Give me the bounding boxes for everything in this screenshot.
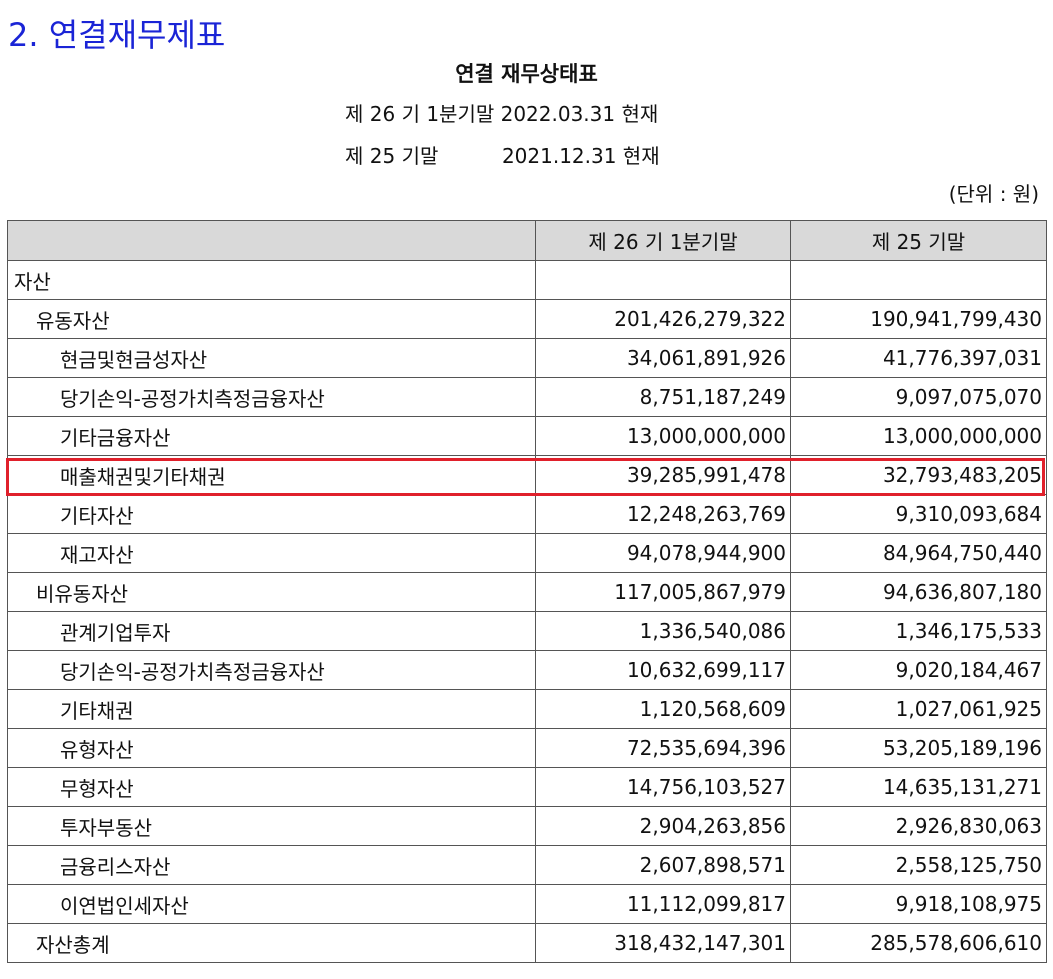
account-label: 재고자산	[7, 533, 536, 573]
current-period-value: 94,078,944,900	[535, 533, 791, 573]
current-period-value	[535, 260, 791, 300]
prior-period-value: 84,964,750,440	[790, 533, 1047, 573]
account-label: 이연법인세자산	[7, 884, 536, 924]
current-period-value: 14,756,103,527	[535, 767, 791, 807]
account-label: 당기손익-공정가치측정금융자산	[7, 377, 536, 417]
prior-period-value: 9,097,075,070	[790, 377, 1047, 417]
account-label: 기타자산	[7, 494, 536, 534]
current-period-value: 117,005,867,979	[535, 572, 791, 612]
period-prior-line: 제 25 기말 2021.12.31 현재	[345, 144, 660, 168]
account-label: 자산총계	[7, 923, 536, 963]
account-label: 비유동자산	[7, 572, 536, 612]
account-label: 매출채권및기타채권	[7, 455, 536, 495]
account-label: 자산	[7, 260, 536, 300]
table-row: 무형자산 14,756,103,527 14,635,131,271	[7, 767, 1047, 807]
table-row: 기타채권 1,120,568,609 1,027,061,925	[7, 689, 1047, 729]
current-period-value: 2,607,898,571	[535, 845, 791, 885]
table-row: 매출채권및기타채권 39,285,991,478 32,793,483,205	[7, 455, 1047, 495]
header-prior-period: 제 25 기말	[790, 220, 1047, 261]
account-label: 현금및현금성자산	[7, 338, 536, 378]
table-row: 자산	[7, 260, 1047, 300]
table-row: 유형자산 72,535,694,396 53,205,189,196	[7, 728, 1047, 768]
table-row: 기타금융자산 13,000,000,000 13,000,000,000	[7, 416, 1047, 456]
account-label: 유동자산	[7, 299, 536, 339]
current-period-value: 1,336,540,086	[535, 611, 791, 651]
current-period-value: 1,120,568,609	[535, 689, 791, 729]
table-row: 기타자산 12,248,263,769 9,310,093,684	[7, 494, 1047, 534]
current-period-value: 12,248,263,769	[535, 494, 791, 534]
prior-period-value: 94,636,807,180	[790, 572, 1047, 612]
table-row: 재고자산 94,078,944,900 84,964,750,440	[7, 533, 1047, 573]
account-label: 기타금융자산	[7, 416, 536, 456]
header-account	[7, 220, 536, 261]
prior-period-value: 14,635,131,271	[790, 767, 1047, 807]
prior-period-value: 1,027,061,925	[790, 689, 1047, 729]
table-row: 금융리스자산 2,607,898,571 2,558,125,750	[7, 845, 1047, 885]
prior-period-value: 2,558,125,750	[790, 845, 1047, 885]
current-period-value: 11,112,099,817	[535, 884, 791, 924]
current-period-value: 10,632,699,117	[535, 650, 791, 690]
table-row: 투자부동산 2,904,263,856 2,926,830,063	[7, 806, 1047, 846]
prior-period-value: 190,941,799,430	[790, 299, 1047, 339]
statement-title: 연결 재무상태표	[455, 62, 598, 86]
header-current-period: 제 26 기 1분기말	[535, 220, 791, 261]
unit-label: (단위 : 원)	[948, 182, 1039, 206]
prior-period-value: 9,310,093,684	[790, 494, 1047, 534]
account-label: 투자부동산	[7, 806, 536, 846]
current-period-value: 39,285,991,478	[535, 455, 791, 495]
table-body: 자산 유동자산 201,426,279,322 190,941,799,430 현금및현…	[7, 260, 1047, 963]
prior-period-value: 32,793,483,205	[790, 455, 1047, 495]
account-label: 관계기업투자	[7, 611, 536, 651]
table-row: 자산총계 318,432,147,301 285,578,606,610	[7, 923, 1047, 963]
account-label: 기타채권	[7, 689, 536, 729]
prior-period-value: 9,020,184,467	[790, 650, 1047, 690]
prior-period-value: 53,205,189,196	[790, 728, 1047, 768]
prior-period-value: 285,578,606,610	[790, 923, 1047, 963]
prior-period-value: 9,918,108,975	[790, 884, 1047, 924]
current-period-value: 8,751,187,249	[535, 377, 791, 417]
current-period-value: 318,432,147,301	[535, 923, 791, 963]
current-period-value: 72,535,694,396	[535, 728, 791, 768]
account-label: 유형자산	[7, 728, 536, 768]
period-current-line: 제 26 기 1분기말 2022.03.31 현재	[345, 102, 659, 126]
table-header-row: 제 26 기 1분기말 제 25 기말	[7, 220, 1047, 261]
current-period-value: 2,904,263,856	[535, 806, 791, 846]
account-label: 당기손익-공정가치측정금융자산	[7, 650, 536, 690]
prior-period-value: 2,926,830,063	[790, 806, 1047, 846]
account-label: 무형자산	[7, 767, 536, 807]
prior-period-value: 13,000,000,000	[790, 416, 1047, 456]
section-title: 2. 연결재무제표	[8, 16, 226, 54]
table-row: 이연법인세자산 11,112,099,817 9,918,108,975	[7, 884, 1047, 924]
prior-period-value: 41,776,397,031	[790, 338, 1047, 378]
table-row: 당기손익-공정가치측정금융자산 8,751,187,249 9,097,075,07…	[7, 377, 1047, 417]
table-row: 비유동자산 117,005,867,979 94,636,807,180	[7, 572, 1047, 612]
current-period-value: 201,426,279,322	[535, 299, 791, 339]
current-period-value: 13,000,000,000	[535, 416, 791, 456]
account-label: 금융리스자산	[7, 845, 536, 885]
table-row: 현금및현금성자산 34,061,891,926 41,776,397,031	[7, 338, 1047, 378]
prior-period-value	[790, 260, 1047, 300]
table-row: 관계기업투자 1,336,540,086 1,346,175,533	[7, 611, 1047, 651]
table-row: 유동자산 201,426,279,322 190,941,799,430	[7, 299, 1047, 339]
current-period-value: 34,061,891,926	[535, 338, 791, 378]
table-row: 당기손익-공정가치측정금융자산 10,632,699,117 9,020,184,4…	[7, 650, 1047, 690]
balance-sheet-table: 제 26 기 1분기말 제 25 기말 자산 유동자산 201,426,279,32…	[7, 220, 1047, 963]
prior-period-value: 1,346,175,533	[790, 611, 1047, 651]
